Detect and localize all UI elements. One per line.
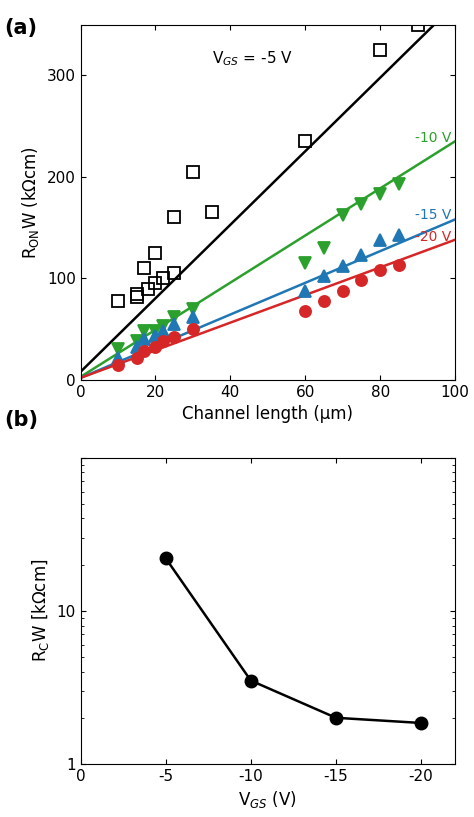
Y-axis label: R$_{\mathrm{ON}}$W (k$\Omega$cm): R$_{\mathrm{ON}}$W (k$\Omega$cm) (20, 145, 41, 259)
Text: -20 V: -20 V (415, 230, 451, 243)
Y-axis label: R$_{\mathrm{C}}$W [k$\Omega$cm]: R$_{\mathrm{C}}$W [k$\Omega$cm] (30, 559, 51, 663)
Text: (b): (b) (5, 410, 39, 430)
Text: -15 V: -15 V (415, 208, 451, 222)
X-axis label: Channel length (μm): Channel length (μm) (182, 405, 353, 423)
Text: (a): (a) (5, 18, 38, 38)
Text: -10 V: -10 V (415, 132, 451, 145)
Text: V$_{GS}$ = -5 V: V$_{GS}$ = -5 V (211, 49, 292, 68)
X-axis label: V$_{GS}$ (V): V$_{GS}$ (V) (238, 789, 297, 810)
